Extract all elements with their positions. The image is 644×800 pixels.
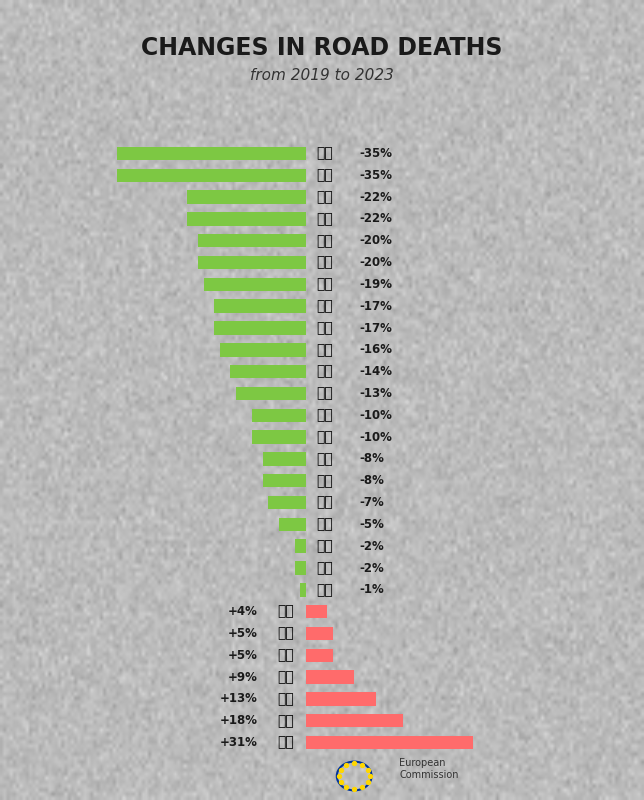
- Bar: [187, 190, 306, 204]
- Text: 🇬🇷: 🇬🇷: [317, 430, 334, 444]
- Point: [336, 763, 346, 776]
- Text: 🇧🇬: 🇧🇬: [317, 343, 334, 357]
- Text: +5%: +5%: [227, 627, 258, 640]
- Text: -19%: -19%: [360, 278, 393, 291]
- Text: 🇸🇰: 🇸🇰: [277, 605, 294, 618]
- Text: 🇫🇷: 🇫🇷: [317, 539, 334, 553]
- Point: [365, 770, 375, 782]
- Bar: [279, 518, 306, 531]
- Text: 🇪🇺: 🇪🇺: [317, 408, 334, 422]
- Text: -10%: -10%: [360, 409, 393, 422]
- Text: -22%: -22%: [360, 213, 393, 226]
- Text: 🇪🇸: 🇪🇸: [317, 583, 334, 597]
- Text: -35%: -35%: [360, 169, 393, 182]
- Text: 🇩🇰: 🇩🇰: [317, 234, 334, 248]
- Text: 🇵🇱: 🇵🇱: [317, 168, 334, 182]
- Bar: [268, 496, 306, 510]
- Point: [349, 782, 359, 795]
- Text: -20%: -20%: [360, 234, 393, 247]
- Text: -2%: -2%: [360, 562, 384, 574]
- Text: 🇸🇪: 🇸🇪: [277, 648, 294, 662]
- Text: 🇨🇾: 🇨🇾: [317, 146, 334, 161]
- Bar: [252, 430, 306, 444]
- Text: -8%: -8%: [360, 453, 384, 466]
- Point: [336, 776, 346, 789]
- Bar: [198, 256, 306, 270]
- Text: 🇨🇿: 🇨🇿: [317, 278, 334, 291]
- Text: -1%: -1%: [360, 583, 384, 596]
- Point: [341, 758, 352, 771]
- Point: [357, 758, 367, 771]
- Bar: [236, 386, 306, 400]
- Text: -8%: -8%: [360, 474, 384, 487]
- Bar: [220, 343, 306, 357]
- Text: -16%: -16%: [360, 343, 393, 356]
- Bar: [301, 583, 306, 597]
- Point: [357, 781, 367, 794]
- Text: +5%: +5%: [227, 649, 258, 662]
- Bar: [231, 365, 306, 378]
- Bar: [204, 278, 306, 291]
- Text: 🇸🇮: 🇸🇮: [317, 255, 334, 270]
- Point: [349, 757, 359, 770]
- Bar: [306, 649, 333, 662]
- Point: [334, 770, 344, 782]
- Bar: [306, 605, 327, 618]
- Text: 🇮🇪: 🇮🇪: [277, 735, 294, 750]
- Text: -10%: -10%: [360, 430, 393, 443]
- Bar: [295, 562, 306, 574]
- Bar: [263, 474, 306, 487]
- Text: +9%: +9%: [227, 670, 258, 683]
- Point: [363, 776, 373, 789]
- Bar: [263, 452, 306, 466]
- Text: +13%: +13%: [220, 693, 258, 706]
- Text: -17%: -17%: [360, 322, 393, 334]
- Text: -22%: -22%: [360, 190, 393, 203]
- Text: -5%: -5%: [360, 518, 384, 531]
- Text: 🇩🇪: 🇩🇪: [317, 495, 334, 510]
- Text: 🇱🇺: 🇱🇺: [277, 714, 294, 728]
- Text: 🇭🇷: 🇭🇷: [317, 452, 334, 466]
- Text: 🇱🇻: 🇱🇻: [277, 670, 294, 684]
- Text: 🇪🇪: 🇪🇪: [277, 692, 294, 706]
- Text: 🇮🇹: 🇮🇹: [317, 561, 334, 575]
- Bar: [117, 169, 306, 182]
- Text: -13%: -13%: [360, 387, 393, 400]
- Text: from 2019 to 2023: from 2019 to 2023: [250, 68, 394, 83]
- Bar: [306, 670, 354, 684]
- Text: CHANGES IN ROAD DEATHS: CHANGES IN ROAD DEATHS: [141, 36, 503, 60]
- Bar: [306, 714, 402, 727]
- Bar: [252, 409, 306, 422]
- Text: 🇦🇹: 🇦🇹: [317, 518, 334, 531]
- Text: 🇷🇴: 🇷🇴: [317, 299, 334, 313]
- Bar: [306, 692, 376, 706]
- Bar: [214, 299, 306, 313]
- Text: +31%: +31%: [220, 736, 258, 749]
- Text: +4%: +4%: [227, 605, 258, 618]
- Bar: [198, 234, 306, 247]
- Text: 🇧🇪: 🇧🇪: [317, 190, 334, 204]
- Point: [363, 763, 373, 776]
- Bar: [117, 146, 306, 160]
- Text: -17%: -17%: [360, 300, 393, 313]
- Text: European
Commission: European Commission: [399, 758, 459, 780]
- Text: 🇫🇮: 🇫🇮: [317, 321, 334, 335]
- Text: 🇭🇺: 🇭🇺: [317, 212, 334, 226]
- Text: -2%: -2%: [360, 540, 384, 553]
- Bar: [306, 626, 333, 640]
- Bar: [295, 539, 306, 553]
- Bar: [214, 322, 306, 334]
- Point: [341, 781, 352, 794]
- Text: 🇱🇻: 🇱🇻: [277, 626, 294, 641]
- Text: 🇱🇹: 🇱🇹: [317, 365, 334, 378]
- Text: -20%: -20%: [360, 256, 393, 269]
- Bar: [187, 212, 306, 226]
- Text: -7%: -7%: [360, 496, 384, 509]
- Text: -14%: -14%: [360, 365, 393, 378]
- Text: +18%: +18%: [220, 714, 258, 727]
- Text: 🇵🇹: 🇵🇹: [317, 474, 334, 488]
- Text: -35%: -35%: [360, 147, 393, 160]
- Text: 🇲🇹: 🇲🇹: [317, 386, 334, 401]
- Bar: [306, 736, 473, 750]
